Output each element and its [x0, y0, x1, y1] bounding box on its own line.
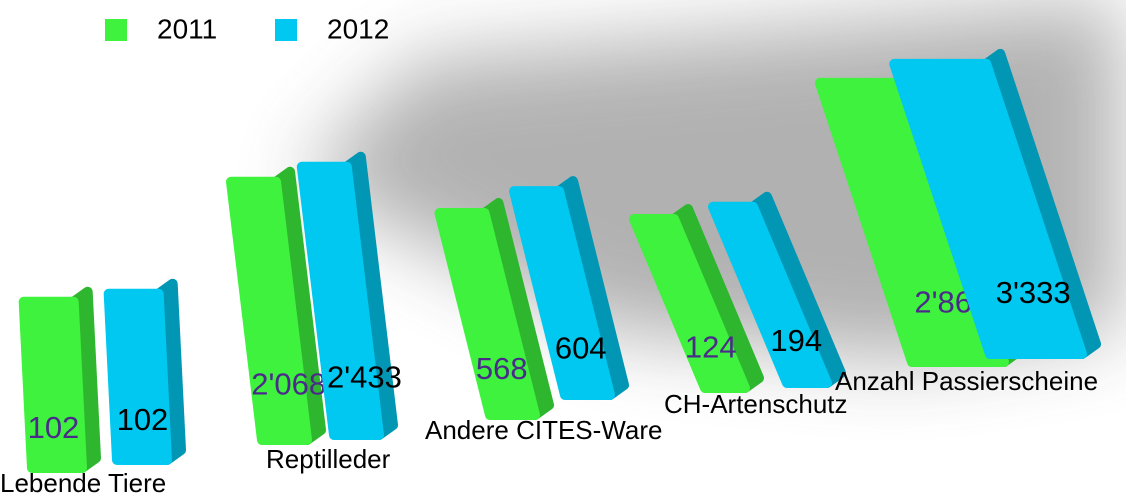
value-label: 2'433 [327, 360, 402, 395]
bar [226, 176, 312, 445]
value-label: 604 [555, 331, 607, 366]
category-label: Lebende Tiere [0, 468, 166, 498]
value-label: 194 [770, 323, 822, 358]
category-label: CH-Artenschutz [664, 389, 848, 419]
value-label: 568 [476, 351, 528, 386]
value-label: 124 [685, 329, 737, 364]
value-label: 102 [28, 410, 80, 445]
bar [707, 201, 832, 388]
category-label: Anzahl Passierscheine [835, 366, 1098, 396]
bar [18, 296, 87, 473]
bar [629, 214, 750, 393]
legend-label: 2012 [327, 13, 389, 44]
bar [103, 288, 172, 465]
value-label: 2'068 [251, 366, 326, 401]
value-label: 102 [117, 402, 169, 437]
bar [434, 208, 540, 420]
value-label: 3'333 [996, 275, 1071, 310]
category-label: Andere CITES-Ware [425, 415, 662, 445]
bar [509, 186, 615, 400]
category-label: Reptilleder [266, 444, 391, 474]
legend-swatch [105, 19, 127, 41]
legend-swatch [275, 19, 297, 41]
legend-label: 2011 [157, 13, 217, 44]
bar [296, 161, 384, 440]
bar [889, 58, 1087, 359]
